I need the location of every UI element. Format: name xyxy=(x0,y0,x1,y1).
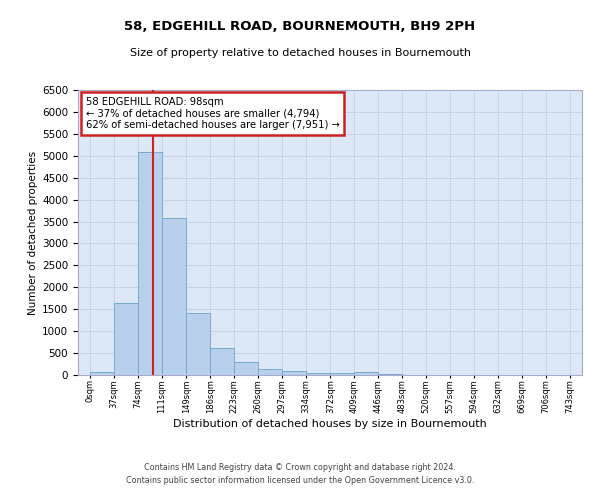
Bar xyxy=(282,372,305,375)
Bar xyxy=(355,372,378,375)
X-axis label: Distribution of detached houses by size in Bournemouth: Distribution of detached houses by size … xyxy=(173,418,487,428)
Bar xyxy=(114,303,137,375)
Bar xyxy=(331,373,354,375)
Y-axis label: Number of detached properties: Number of detached properties xyxy=(28,150,38,314)
Bar xyxy=(234,362,258,375)
Bar xyxy=(258,369,282,375)
Bar xyxy=(379,374,402,375)
Bar xyxy=(187,313,210,375)
Text: Contains public sector information licensed under the Open Government Licence v3: Contains public sector information licen… xyxy=(126,476,474,485)
Bar xyxy=(211,348,234,375)
Text: Contains HM Land Registry data © Crown copyright and database right 2024.: Contains HM Land Registry data © Crown c… xyxy=(144,464,456,472)
Bar xyxy=(90,372,114,375)
Bar xyxy=(162,218,186,375)
Text: Size of property relative to detached houses in Bournemouth: Size of property relative to detached ho… xyxy=(130,48,470,58)
Bar xyxy=(138,152,161,375)
Text: 58, EDGEHILL ROAD, BOURNEMOUTH, BH9 2PH: 58, EDGEHILL ROAD, BOURNEMOUTH, BH9 2PH xyxy=(124,20,476,33)
Text: 58 EDGEHILL ROAD: 98sqm
← 37% of detached houses are smaller (4,794)
62% of semi: 58 EDGEHILL ROAD: 98sqm ← 37% of detache… xyxy=(86,97,340,130)
Bar xyxy=(306,373,330,375)
